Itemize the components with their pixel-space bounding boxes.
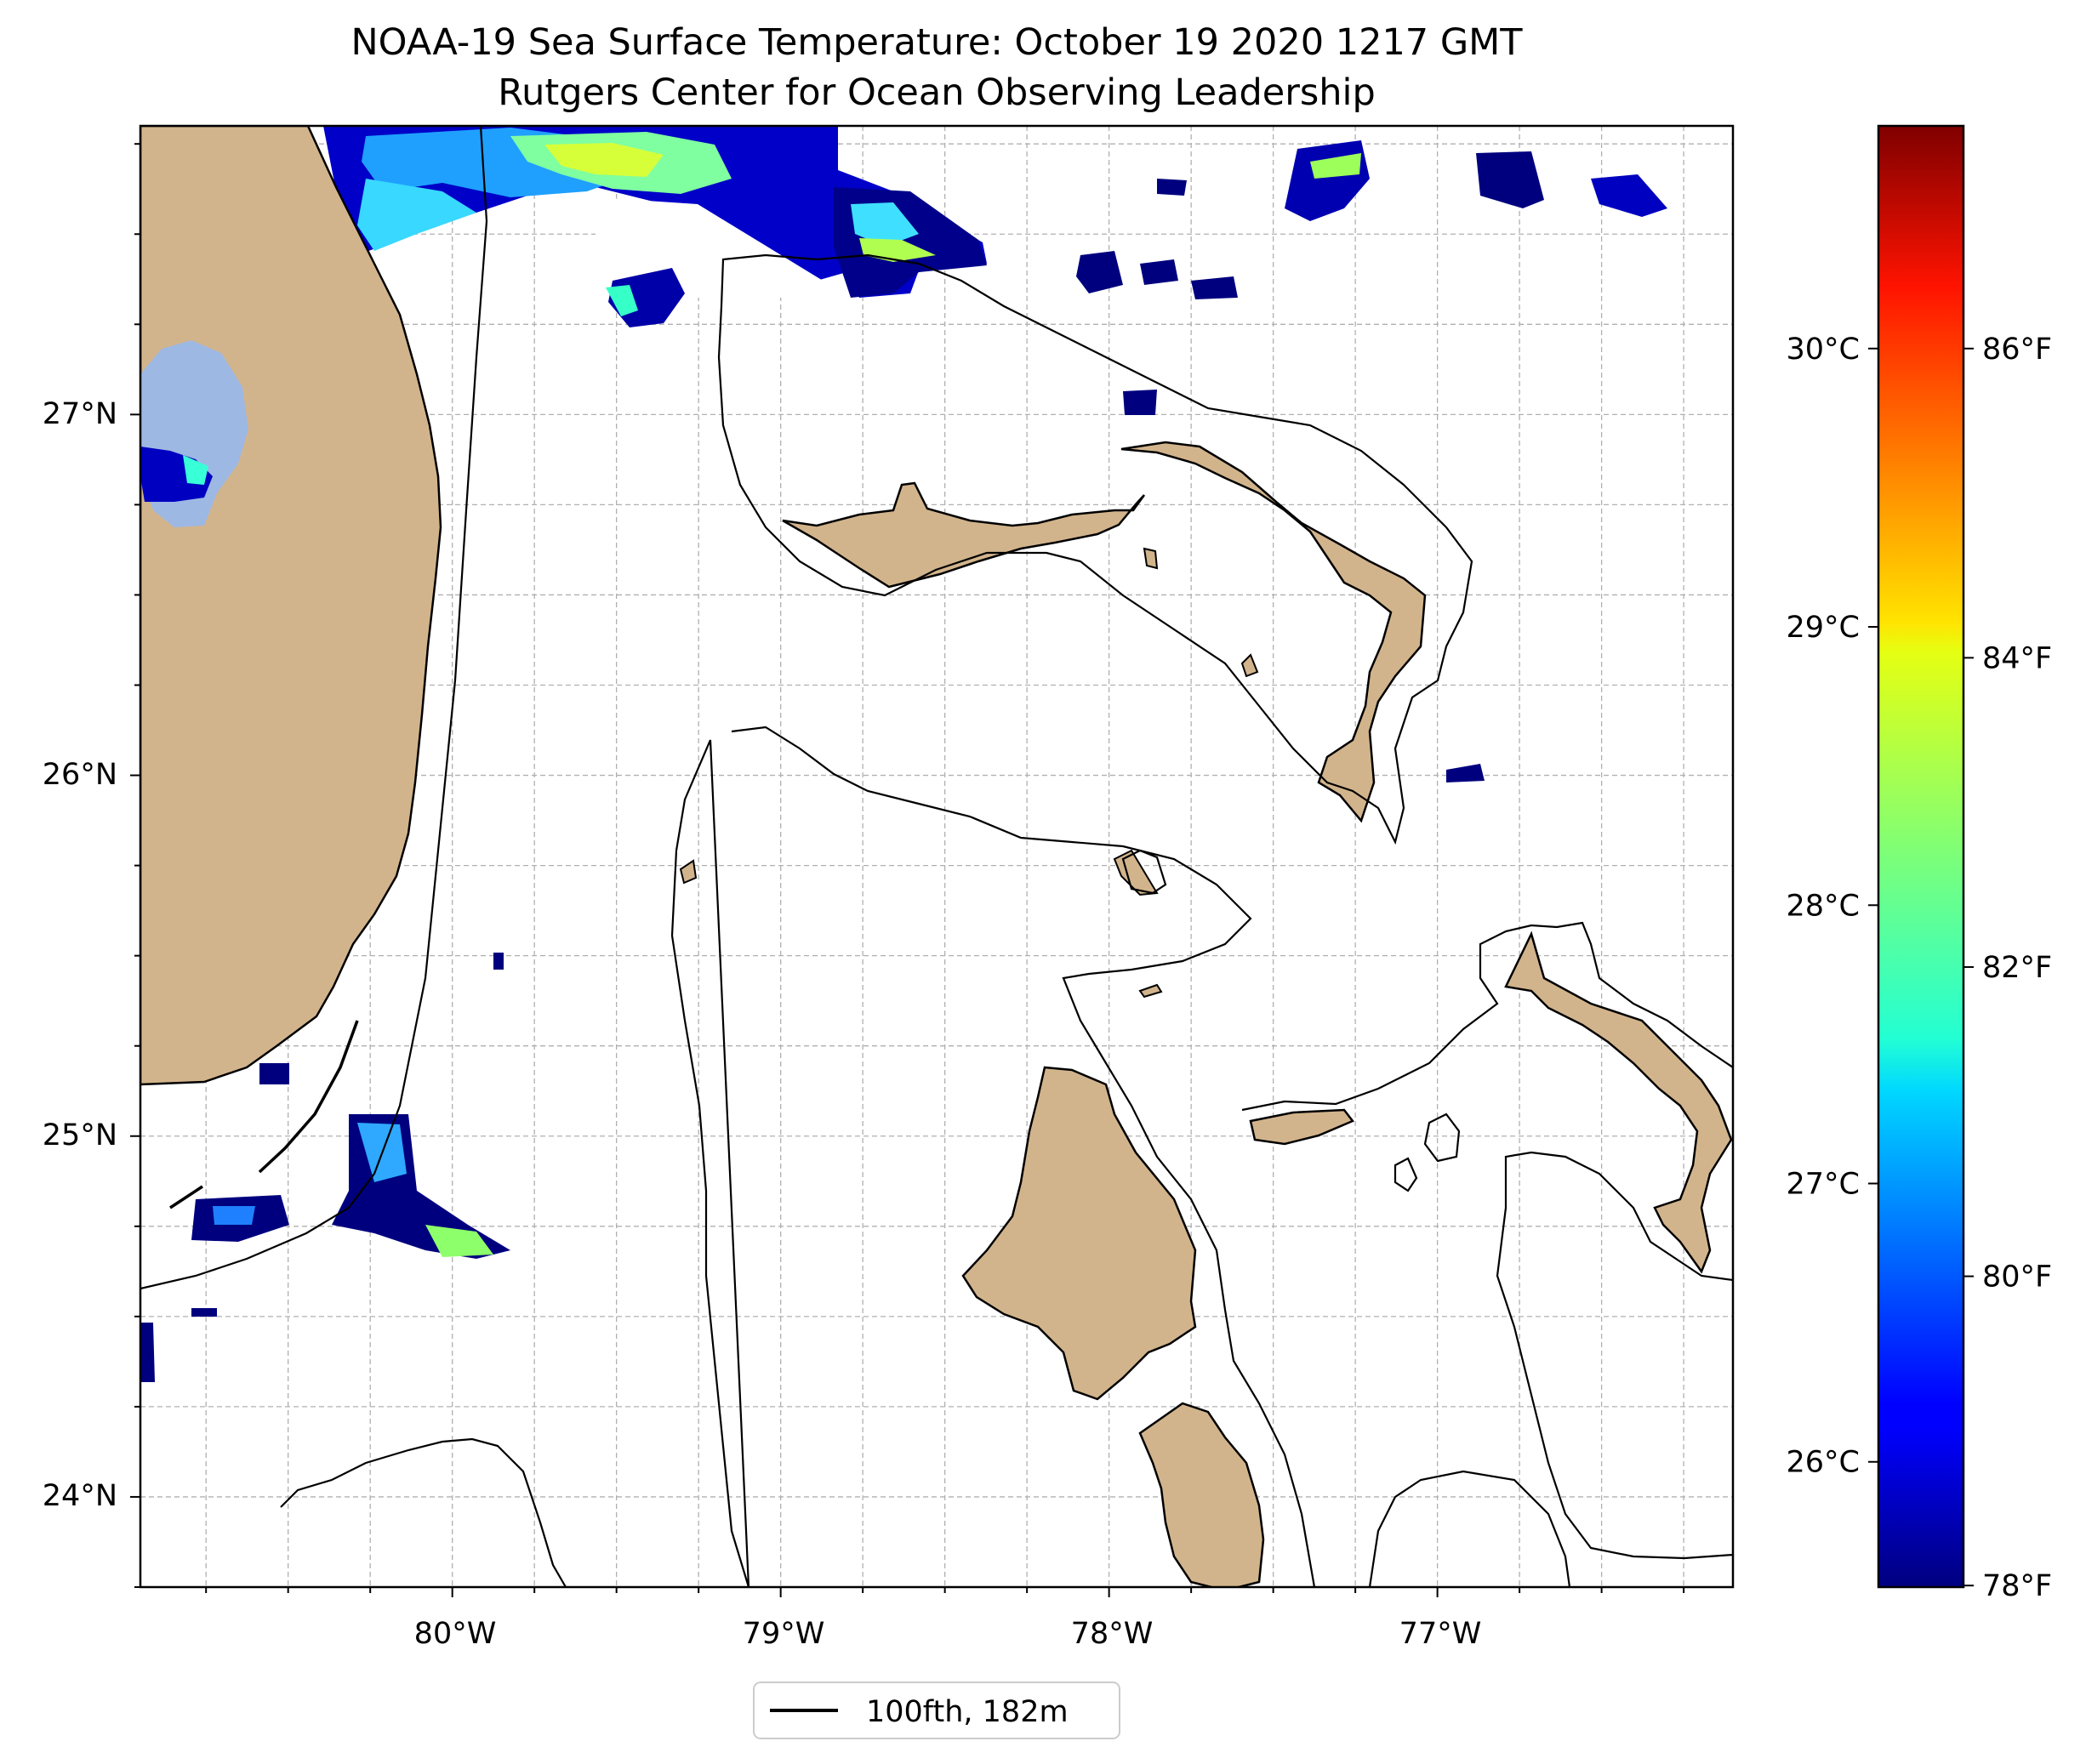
sst-patch [1310, 153, 1361, 179]
land-cay [1113, 849, 1159, 896]
map-plot: 80°W 79°W 78°W 77°W 27°N 26°N 25°N 24°N [43, 124, 1735, 1651]
colorbar-fahrenheit-label: 78°F [1982, 1569, 2052, 1603]
colorbar-fahrenheit-label: 82°F [1982, 951, 2052, 985]
lon-tick-label: 77°W [1399, 1617, 1482, 1651]
sst-patch [606, 285, 638, 316]
sst-patch [425, 1225, 493, 1257]
land-cay [1138, 983, 1163, 999]
sst-patch [1140, 259, 1178, 285]
legend-label: 100fth, 182m [866, 1695, 1069, 1729]
lon-tick-label: 80°W [414, 1617, 497, 1651]
legend-box [753, 1681, 1120, 1739]
sst-patch [140, 1323, 155, 1382]
sst-patch [259, 1063, 289, 1084]
map-frame [139, 124, 1735, 1589]
colorbar-gradient [1877, 124, 1965, 1589]
sst-patch [1157, 179, 1187, 196]
colorbar-celsius-axis: 26°C 27°C 28°C 29°C 30°C [1787, 333, 1878, 1480]
colorbar-celsius-label: 30°C [1787, 333, 1860, 367]
colorbar-fahrenheit-label: 84°F [1982, 641, 2052, 675]
land-andros [961, 1066, 1197, 1401]
sst-data-layer [140, 126, 1667, 1382]
lon-tick-label: 79°W [743, 1617, 825, 1651]
colorbar-celsius-label: 28°C [1787, 889, 1860, 923]
land-bimini [679, 859, 698, 885]
lat-tick-labels: 27°N 26°N 25°N 24°N [43, 397, 117, 1513]
sst-patch [1076, 251, 1123, 293]
sst-patch [1476, 151, 1544, 208]
sst-patch [183, 455, 208, 485]
lat-tick-label: 24°N [43, 1479, 117, 1513]
colorbar-celsius-label: 26°C [1787, 1446, 1860, 1480]
lat-tick-label: 25°N [43, 1118, 117, 1152]
colorbar-fahrenheit-axis: 78°F 80°F 82°F 84°F 86°F [1963, 333, 2052, 1603]
sst-patch [851, 202, 919, 247]
land-great-abaco [1120, 441, 1427, 823]
colorbar-fahrenheit-label: 80°F [1982, 1260, 2052, 1295]
colorbar: 26°C 27°C 28°C 29°C 30°C 78°F 80°F 82°F 84°F 86°… [1787, 124, 2052, 1603]
sst-patch [1591, 174, 1667, 217]
colorbar-celsius-label: 27°C [1787, 1168, 1860, 1202]
sst-patch [1446, 764, 1485, 782]
chart-subtitle: Rutgers Center for Ocean Observing Leade… [498, 71, 1376, 114]
colorbar-celsius-label: 29°C [1787, 611, 1860, 645]
sst-patch [1191, 276, 1238, 299]
land-berry-islands [1143, 547, 1159, 570]
land-eleuthera [1504, 930, 1733, 1274]
land-grand-bahama [782, 481, 1146, 589]
sst-patch [357, 179, 476, 251]
legend: 100fth, 182m [753, 1681, 1120, 1739]
sst-patch [1123, 390, 1157, 415]
lon-tick-labels: 80°W 79°W 78°W 77°W [414, 1617, 1482, 1651]
land-andros-south [1138, 1402, 1265, 1587]
sst-patch [191, 1308, 217, 1317]
colorbar-fahrenheit-label: 86°F [1982, 333, 2052, 367]
land-layer [140, 126, 1733, 1587]
map-tick-marks [130, 143, 1685, 1597]
chart-title: NOAA-19 Sea Surface Temperature: October… [351, 21, 1523, 64]
land-new-providence [1249, 1108, 1354, 1146]
isobath-100fth [140, 126, 1733, 1587]
land-cay [1240, 653, 1259, 678]
lat-tick-label: 26°N [43, 758, 117, 792]
land-florida-keys [169, 1020, 359, 1209]
lat-tick-label: 27°N [43, 397, 117, 431]
lon-tick-label: 78°W [1071, 1617, 1154, 1651]
sst-patch [213, 1206, 255, 1225]
sst-patch [493, 953, 504, 970]
sst-patch [544, 143, 664, 177]
